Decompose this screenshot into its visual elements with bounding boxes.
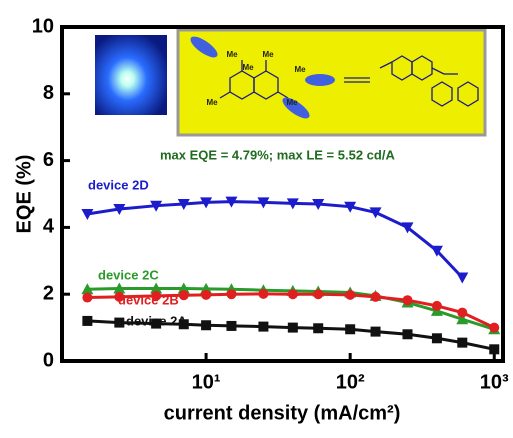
series-label: device 2C — [98, 267, 159, 282]
x-tick-label: 10¹ — [192, 371, 221, 393]
inset-label: Me — [206, 98, 218, 107]
y-tick-label: 8 — [43, 82, 54, 104]
marker — [258, 289, 268, 299]
marker — [456, 273, 468, 284]
marker — [258, 322, 268, 332]
y-tick-label: 4 — [43, 216, 55, 238]
marker — [371, 327, 381, 337]
marker — [179, 290, 189, 300]
marker — [201, 290, 211, 300]
series-label: device 2B — [118, 292, 179, 307]
annotation: max EQE = 4.79%; max LE = 5.52 cd/A — [160, 147, 395, 162]
x-axis-label: current density (mA/cm²) — [164, 402, 401, 424]
chart: EQE (%) current density (mA/cm²) max EQE… — [0, 0, 513, 433]
series-label: device 2A — [126, 313, 187, 328]
x-tick-label: 10² — [336, 371, 365, 393]
marker — [82, 293, 92, 303]
x-tick-label: 10³ — [480, 371, 509, 393]
inset-label: Me — [262, 50, 274, 59]
marker — [457, 308, 467, 318]
y-axis-label: EQE (%) — [13, 155, 35, 234]
marker — [403, 295, 413, 305]
marker — [201, 320, 211, 330]
marker — [313, 289, 323, 299]
marker — [114, 318, 124, 328]
marker — [432, 301, 442, 311]
marker — [345, 290, 355, 300]
y-tick-label: 6 — [43, 149, 54, 171]
marker — [489, 323, 499, 333]
marker — [313, 323, 323, 333]
inset-label: Me — [242, 63, 254, 72]
y-tick-label: 2 — [43, 282, 54, 304]
marker — [226, 321, 236, 331]
marker — [288, 323, 298, 333]
marker — [345, 324, 355, 334]
series-label: device 2D — [88, 177, 149, 192]
inset-photo — [95, 35, 167, 115]
marker — [432, 333, 442, 343]
marker — [457, 338, 467, 348]
marker — [403, 329, 413, 339]
marker — [371, 292, 381, 302]
marker — [288, 289, 298, 299]
y-tick-label: 0 — [43, 349, 54, 371]
series-line — [87, 202, 462, 278]
y-tick-label: 10 — [32, 15, 54, 37]
inset-label: Me — [226, 50, 238, 59]
marker — [82, 316, 92, 326]
marker — [489, 344, 499, 354]
marker — [226, 289, 236, 299]
inset-label: Me — [286, 98, 298, 107]
inset-label: Me — [294, 65, 306, 74]
